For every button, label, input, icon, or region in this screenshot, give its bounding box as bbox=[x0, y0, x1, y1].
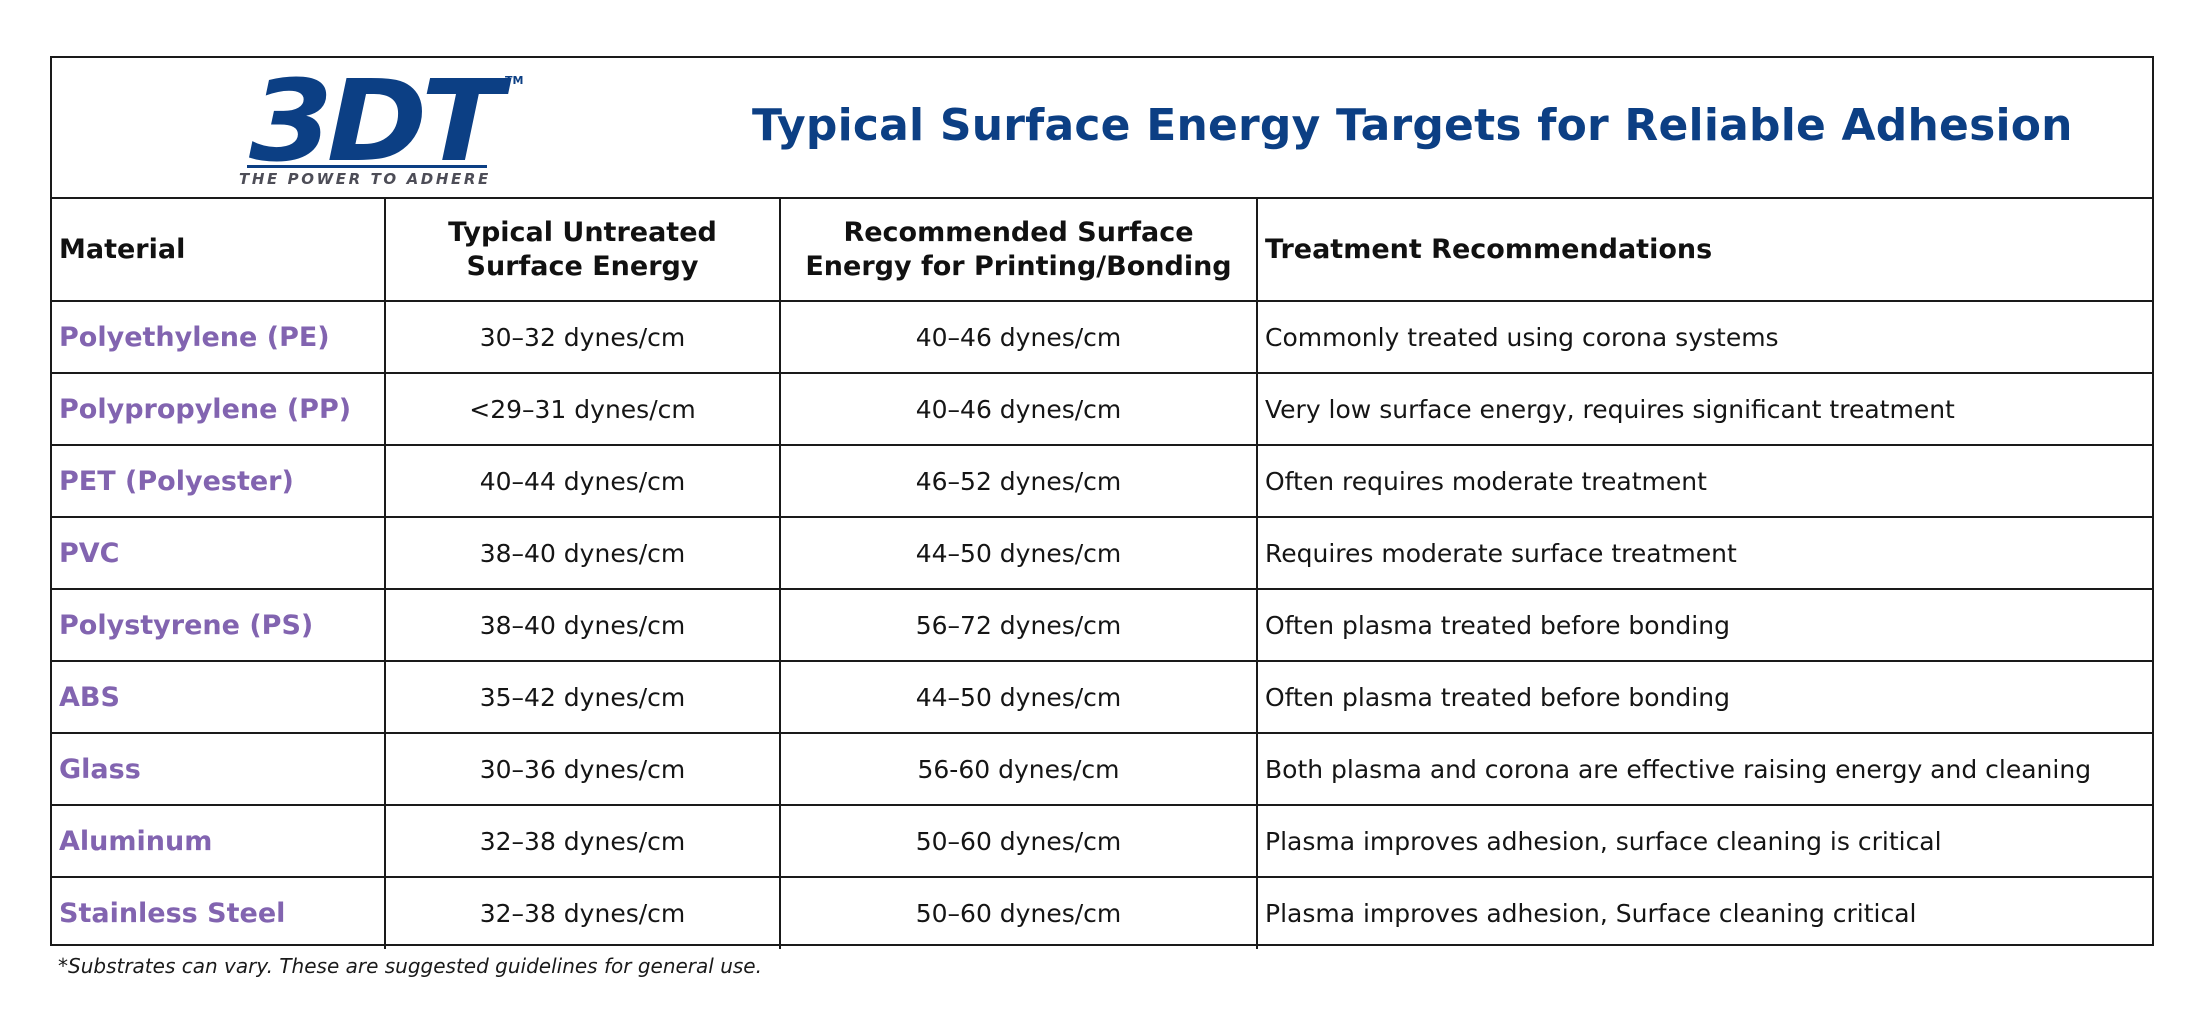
treatment-cell: Commonly treated using corona systems bbox=[1257, 301, 2152, 374]
column-header-treatment: Treatment Recommendations bbox=[1257, 199, 2152, 302]
logo-tagline: THE POWER TO ADHERE bbox=[239, 170, 491, 188]
material-cell: Stainless Steel bbox=[52, 877, 386, 949]
recommended-energy-cell: 44–50 dynes/cm bbox=[780, 517, 1258, 590]
3dt-logo-mark: 3DT TM bbox=[247, 68, 523, 168]
table-row: Polystyrene (PS) 38–40 dynes/cm 56–72 dy… bbox=[52, 589, 2152, 662]
table-row: ABS 35–42 dynes/cm 44–50 dynes/cm Often … bbox=[52, 661, 2152, 734]
footnote: *Substrates can vary. These are suggeste… bbox=[58, 954, 762, 978]
untreated-energy-cell: 38–40 dynes/cm bbox=[385, 517, 781, 590]
material-cell: Polypropylene (PP) bbox=[52, 373, 386, 446]
table-row: Aluminum 32–38 dynes/cm 50–60 dynes/cm P… bbox=[52, 805, 2152, 878]
material-cell: ABS bbox=[52, 661, 386, 734]
untreated-energy-cell: 38–40 dynes/cm bbox=[385, 589, 781, 662]
company-logo: 3DT TM THE POWER TO ADHERE bbox=[239, 68, 527, 188]
table-row: PVC 38–40 dynes/cm 44–50 dynes/cm Requir… bbox=[52, 517, 2152, 590]
logo-wordmark: 3DT bbox=[249, 68, 512, 168]
material-cell: Glass bbox=[52, 733, 386, 806]
table-row: Glass 30–36 dynes/cm 56-60 dynes/cm Both… bbox=[52, 733, 2152, 806]
recommended-energy-cell: 50–60 dynes/cm bbox=[780, 805, 1258, 878]
untreated-energy-cell: 32–38 dynes/cm bbox=[385, 805, 781, 878]
treatment-cell: Plasma improves adhesion, surface cleani… bbox=[1257, 805, 2152, 878]
recommended-energy-cell: 40–46 dynes/cm bbox=[780, 301, 1258, 374]
material-cell: Polyethylene (PE) bbox=[52, 301, 386, 374]
treatment-cell: Both plasma and corona are effective rai… bbox=[1257, 733, 2152, 806]
table-header-banner: 3DT TM THE POWER TO ADHERE Typical Surfa… bbox=[52, 58, 2152, 199]
column-header-material: Material bbox=[52, 199, 386, 302]
column-header-recommended: Recommended Surface Energy for Printing/B… bbox=[780, 199, 1258, 302]
material-cell: PET (Polyester) bbox=[52, 445, 386, 518]
treatment-cell: Often plasma treated before bonding bbox=[1257, 589, 2152, 662]
treatment-cell: Often requires moderate treatment bbox=[1257, 445, 2152, 518]
column-header-untreated: Typical Untreated Surface Energy bbox=[385, 199, 781, 302]
table-header-row: Material Typical Untreated Surface Energy… bbox=[52, 199, 2152, 302]
recommended-energy-cell: 56–72 dynes/cm bbox=[780, 589, 1258, 662]
surface-energy-table: Material Typical Untreated Surface Energy… bbox=[52, 199, 2152, 949]
page-title: Typical Surface Energy Targets for Relia… bbox=[752, 100, 2073, 151]
recommended-energy-cell: 56-60 dynes/cm bbox=[780, 733, 1258, 806]
treatment-cell: Requires moderate surface treatment bbox=[1257, 517, 2152, 590]
untreated-energy-cell: 30–36 dynes/cm bbox=[385, 733, 781, 806]
logo-underline bbox=[247, 165, 487, 168]
material-cell: PVC bbox=[52, 517, 386, 590]
table-row: Polypropylene (PP) <29–31 dynes/cm 40–46… bbox=[52, 373, 2152, 446]
untreated-energy-cell: 30–32 dynes/cm bbox=[385, 301, 781, 374]
recommended-energy-cell: 50–60 dynes/cm bbox=[780, 877, 1258, 949]
treatment-cell: Plasma improves adhesion, Surface cleani… bbox=[1265, 899, 1917, 928]
untreated-energy-cell: 40–44 dynes/cm bbox=[385, 445, 781, 518]
treatment-cell: Very low surface energy, requires signif… bbox=[1257, 373, 2152, 446]
untreated-energy-cell: <29–31 dynes/cm bbox=[385, 373, 781, 446]
table-row: Stainless Steel 32–38 dynes/cm 50–60 dyn… bbox=[52, 877, 2152, 949]
treatment-cell: Often plasma treated before bonding bbox=[1257, 661, 2152, 734]
recommended-energy-cell: 44–50 dynes/cm bbox=[780, 661, 1258, 734]
table-row: PET (Polyester) 40–44 dynes/cm 46–52 dyn… bbox=[52, 445, 2152, 518]
material-cell: Polystyrene (PS) bbox=[52, 589, 386, 662]
table-row: Polyethylene (PE) 30–32 dynes/cm 40–46 d… bbox=[52, 301, 2152, 374]
surface-energy-table-frame: 3DT TM THE POWER TO ADHERE Typical Surfa… bbox=[50, 56, 2154, 949]
untreated-energy-cell: 32–38 dynes/cm bbox=[385, 877, 781, 949]
material-cell: Aluminum bbox=[52, 805, 386, 878]
recommended-energy-cell: 46–52 dynes/cm bbox=[780, 445, 1258, 518]
logo-trademark: TM bbox=[505, 74, 523, 87]
untreated-energy-cell: 35–42 dynes/cm bbox=[385, 661, 781, 734]
recommended-energy-cell: 40–46 dynes/cm bbox=[780, 373, 1258, 446]
